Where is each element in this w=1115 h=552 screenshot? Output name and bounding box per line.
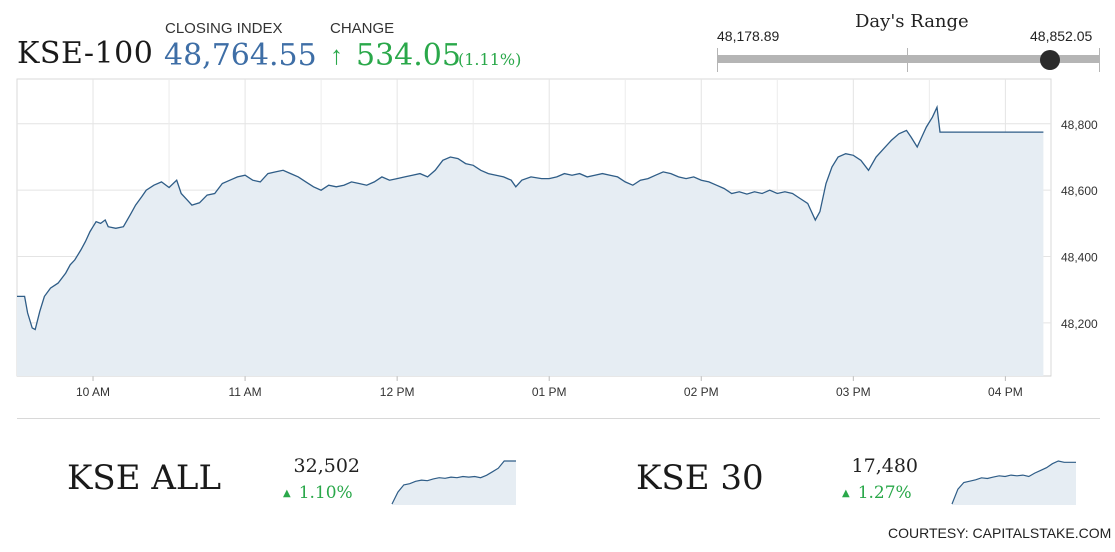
y-tick-label: 48,800 [1061, 118, 1098, 132]
days-range-high: 48,852.05 [1030, 28, 1093, 44]
up-arrow-icon: ↑ [330, 40, 343, 70]
sparkline-area [392, 461, 516, 505]
up-triangle-icon: ▲ [842, 488, 850, 499]
intraday-chart: 48,200 48,400 48,600 48,800 10 AM 11 AM 12 PM 0… [16, 78, 1098, 399]
kse100-area [17, 107, 1044, 376]
index-symbol: KSE-100 [17, 36, 154, 71]
x-tick-label: 02 PM [684, 385, 719, 399]
range-divider [1099, 48, 1100, 72]
kse-all-value: 32,502 [293, 455, 360, 477]
kse100-line [17, 104, 1044, 331]
days-range-marker [1040, 50, 1061, 70]
closing-index-label: CLOSING INDEX [165, 20, 283, 37]
x-tick-label: 10 AM [76, 385, 110, 399]
sparkline-area [952, 461, 1076, 505]
kse-30-value: 17,480 [851, 455, 918, 477]
range-divider [717, 48, 718, 72]
up-triangle-icon: ▲ [283, 488, 291, 499]
change-percent: (1.11%) [458, 50, 522, 69]
sparkline-line [391, 460, 516, 505]
x-tick-label: 11 AM [229, 385, 262, 399]
days-range-title: Day's Range [855, 11, 969, 32]
kse-all-name: KSE ALL [67, 458, 222, 498]
x-tick-label: 12 PM [380, 385, 415, 399]
y-tick-label: 48,200 [1061, 317, 1098, 331]
range-divider [907, 48, 908, 72]
kse-30-name: KSE 30 [636, 458, 764, 498]
kse-all-change: 1.10% [298, 483, 353, 503]
x-tick-label: 01 PM [532, 385, 567, 399]
x-tick-label: 03 PM [836, 385, 871, 399]
x-tick-label: 04 PM [988, 385, 1023, 399]
closing-index-value: 48,764.55 [164, 38, 317, 73]
kse-30-sparkline [951, 460, 1076, 505]
y-tick-label: 48,600 [1061, 184, 1098, 198]
section-divider [17, 418, 1100, 419]
y-tick-label: 48,400 [1061, 251, 1098, 265]
change-label: CHANGE [330, 20, 395, 37]
kse-30-change: 1.27% [857, 483, 912, 503]
courtesy-credit: COURTESY: CAPITALSTAKE.COM [888, 525, 1112, 541]
days-range-low: 48,178.89 [717, 28, 780, 44]
days-range-track [717, 55, 1100, 63]
kse-all-sparkline [391, 460, 516, 505]
change-value: 534.05 [356, 38, 461, 73]
sparkline-line [951, 460, 1076, 505]
